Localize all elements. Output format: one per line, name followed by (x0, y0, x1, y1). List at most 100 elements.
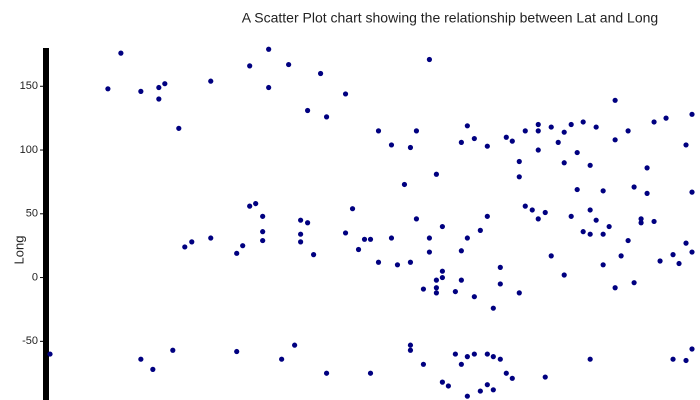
point (568, 213, 574, 219)
point (497, 356, 503, 362)
point (342, 230, 349, 236)
point (477, 227, 483, 233)
point (464, 354, 470, 360)
point (458, 248, 464, 254)
point (445, 383, 451, 389)
y-tick-label: 50 (26, 208, 38, 220)
point (420, 361, 427, 367)
point (310, 252, 317, 258)
point (420, 286, 427, 292)
point (555, 139, 561, 145)
point (612, 97, 618, 103)
point (394, 262, 401, 268)
point (683, 142, 689, 148)
y-axis-label: Long (11, 236, 26, 265)
point (612, 137, 618, 143)
y-tick-label: 0 (32, 271, 38, 283)
y-tick-label: 150 (20, 80, 38, 92)
point (593, 124, 599, 130)
point (279, 356, 285, 362)
point (260, 229, 266, 235)
point (388, 142, 395, 148)
point (689, 249, 695, 255)
point (286, 61, 292, 68)
point (189, 239, 195, 245)
point (522, 203, 528, 209)
point (561, 160, 567, 166)
point (452, 288, 458, 295)
point (638, 216, 644, 222)
point (105, 86, 111, 92)
point (355, 246, 362, 253)
point (138, 356, 144, 362)
point (683, 240, 689, 246)
point (670, 356, 676, 362)
point (522, 128, 528, 134)
point (47, 351, 53, 357)
point (176, 125, 182, 131)
point (464, 235, 470, 241)
point (600, 262, 606, 268)
point (234, 348, 240, 355)
point (156, 84, 162, 91)
point (587, 162, 593, 168)
point (208, 235, 214, 241)
point (657, 258, 663, 264)
point (182, 244, 188, 250)
point (266, 84, 272, 91)
point (433, 277, 440, 283)
point (490, 354, 496, 360)
point (452, 351, 458, 357)
point (162, 81, 168, 87)
point (503, 370, 509, 376)
point (317, 70, 324, 77)
point (439, 223, 445, 230)
point (298, 231, 304, 237)
point (413, 128, 420, 134)
point (234, 250, 240, 256)
point (407, 342, 414, 348)
point (150, 366, 156, 372)
point (580, 119, 586, 125)
point (464, 393, 470, 399)
point (471, 294, 477, 300)
point (298, 239, 304, 245)
point (439, 274, 445, 281)
point (631, 184, 637, 190)
chart-title: A Scatter Plot chart showing the relatio… (242, 10, 658, 26)
point (509, 375, 515, 381)
point (458, 361, 464, 367)
point (638, 220, 644, 226)
point (490, 387, 496, 393)
point (644, 165, 650, 171)
point (464, 123, 470, 129)
point (503, 134, 509, 140)
point (477, 388, 483, 394)
point (516, 174, 522, 180)
point (458, 277, 464, 283)
point (407, 347, 414, 353)
point (600, 231, 606, 237)
point (208, 78, 214, 84)
point (689, 111, 695, 117)
point (247, 203, 253, 209)
point (292, 342, 298, 348)
point (426, 56, 433, 63)
point (323, 370, 330, 376)
point (323, 114, 330, 120)
point (484, 382, 490, 388)
point (587, 356, 593, 362)
point (670, 252, 676, 258)
point (651, 218, 657, 225)
point (484, 351, 490, 357)
point (651, 119, 657, 125)
y-tick-label: 100 (20, 144, 38, 156)
point (497, 264, 503, 270)
point (298, 217, 304, 223)
point (509, 138, 515, 144)
point (305, 220, 311, 226)
point (529, 207, 535, 213)
point (490, 305, 496, 311)
point (247, 63, 253, 69)
